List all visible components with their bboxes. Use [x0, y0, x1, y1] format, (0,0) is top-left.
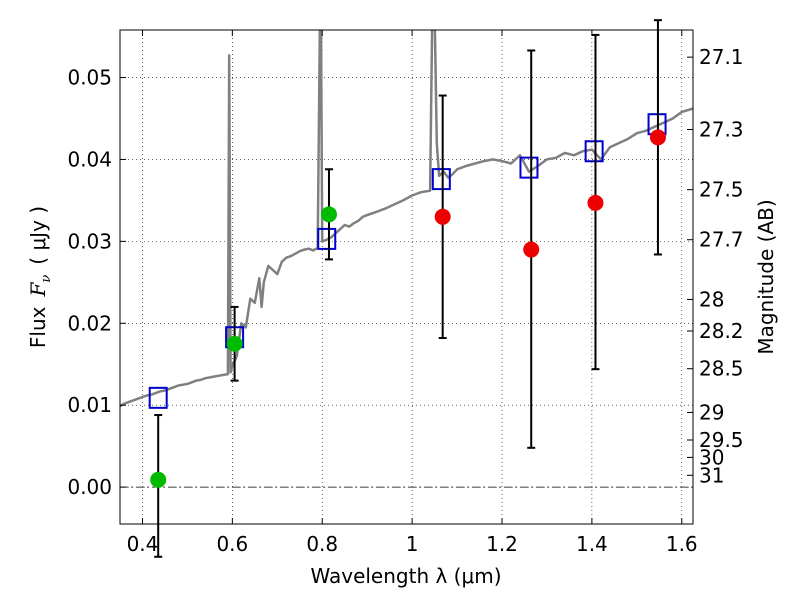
y-tick-label: 0.00: [67, 475, 112, 499]
detection-point: [226, 335, 243, 352]
red-point: [523, 241, 540, 258]
y-axis-title-subscript: ν: [39, 275, 54, 283]
y-axis-title-prefix: Flux: [26, 306, 50, 348]
y2-axis-title: Magnitude (AB): [754, 199, 778, 354]
ticks: 0.4 0.6 0.8 1 1.2 1.4 1.6 0.00 0.01 0.02 0.03 0.04 0…: [67, 30, 744, 556]
red-point: [587, 194, 604, 211]
model-square: [317, 227, 337, 250]
y-axis-title-unit: ( μJy ): [26, 206, 50, 265]
x-tick-label: 1.6: [666, 532, 698, 556]
y-tick-label: 0.03: [67, 229, 112, 253]
x-tick-label: 0.4: [127, 532, 159, 556]
plot-area: [120, 30, 693, 408]
model-square: [584, 140, 604, 163]
red-point: [434, 208, 451, 225]
x-tick-label: 0.8: [306, 532, 338, 556]
model-square: [431, 168, 451, 191]
x-tick-label: 1.2: [486, 532, 518, 556]
y-tick-label: 0.02: [67, 311, 112, 335]
y-tick-label: 0.01: [67, 393, 112, 417]
mag-tick-label: 27.5: [699, 178, 744, 202]
detection-point: [320, 206, 337, 223]
mag-tick-label: 28.5: [699, 357, 744, 381]
mag-tick-label: 27.3: [699, 118, 744, 142]
mag-tick-label: 28: [699, 287, 724, 311]
y-axis-title-symbol: F: [26, 282, 50, 298]
spectrum-line: [120, 30, 693, 408]
y-axis-title: Flux Fν ( μJy ): [26, 206, 54, 348]
y-tick-label: 0.04: [67, 147, 112, 171]
mag-tick-label: 31: [699, 463, 724, 487]
mag-tick-label: 27.7: [699, 228, 744, 252]
mag-tick-label: 27.1: [699, 45, 744, 69]
x-tick-label: 0.6: [216, 532, 248, 556]
y-tick-label: 0.05: [67, 66, 112, 90]
model-square: [519, 156, 539, 179]
mag-tick-label: 28.2: [699, 319, 744, 343]
x-tick-label: 1: [406, 532, 419, 556]
mag-tick-label: 29.5: [699, 428, 744, 452]
x-axis-title: Wavelength λ (μm): [310, 564, 501, 588]
detection-point: [150, 471, 167, 488]
marker-layer: [148, 19, 667, 558]
mag-tick-label: 29: [699, 400, 724, 424]
plot-background: [120, 30, 693, 524]
mag-tick-label: 30: [699, 445, 724, 469]
x-tick-label: 1.4: [576, 532, 608, 556]
plot-frame: [119, 29, 694, 525]
red-point: [649, 129, 666, 146]
model-square: [148, 386, 168, 409]
